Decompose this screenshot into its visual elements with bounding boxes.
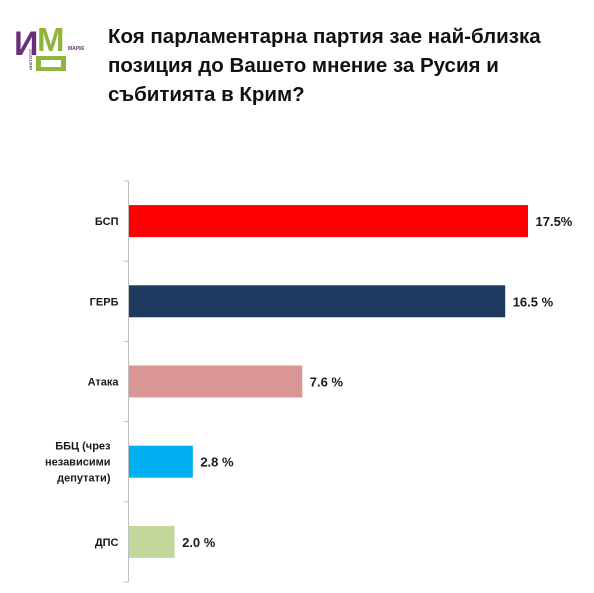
- bar: [129, 445, 193, 478]
- category-axis-ticks: [123, 180, 129, 583]
- value-label: 16.5 %: [513, 294, 554, 309]
- category-label-line: депутати): [57, 473, 111, 485]
- category-label: ББЦ (чрез независими депутати): [45, 441, 111, 485]
- category-label-line: независими: [45, 457, 111, 469]
- value-label: 2.0 %: [182, 535, 216, 550]
- logo-block-cutout: [41, 60, 61, 67]
- value-label: 2.8 %: [200, 455, 234, 470]
- value-labels-group: 17.5% 16.5 % 7.6 % 2.8 % 2.0 %: [182, 214, 573, 550]
- bar: [129, 365, 303, 398]
- logo-letter-i: И: [14, 25, 38, 63]
- category-label: Атака: [88, 377, 120, 389]
- chart-title: Коя парламентарна партия зае най-близка …: [108, 25, 541, 106]
- logo-small-text-left: ИНСТИТУТ: [28, 48, 33, 70]
- bar: [129, 525, 175, 558]
- bar: [129, 285, 506, 318]
- category-labels-group: БСП ГЕРБ Атака ББЦ (чрез независими депутати)…: [45, 216, 119, 549]
- bar: [129, 205, 528, 238]
- value-label: 7.6 %: [310, 375, 344, 390]
- category-label: БСП: [95, 216, 119, 228]
- category-label: ДПС: [95, 537, 119, 549]
- logo-small-text-right: МАРКЕТ: [68, 46, 84, 52]
- value-label: 17.5%: [536, 214, 573, 229]
- logo-letter-m: М: [37, 21, 65, 58]
- institute-logo: И М МАРКЕТ ИНСТИТУТ: [14, 21, 84, 71]
- category-label: ГЕРБ: [90, 296, 119, 308]
- category-label-line: ББЦ (чрез: [55, 441, 111, 453]
- bars-group: [129, 205, 528, 558]
